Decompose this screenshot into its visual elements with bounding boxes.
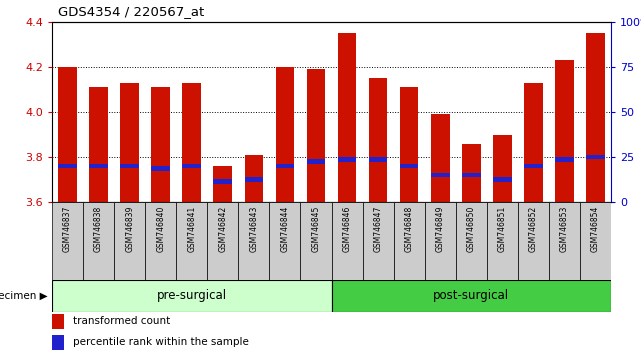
- Text: post-surgical: post-surgical: [433, 290, 510, 303]
- Bar: [151, 166, 170, 171]
- Bar: [431, 114, 449, 202]
- Text: GSM746844: GSM746844: [280, 206, 290, 252]
- Bar: [462, 143, 481, 202]
- Bar: [524, 164, 543, 169]
- Bar: [394, 202, 425, 280]
- Bar: [363, 202, 394, 280]
- Text: pre-surgical: pre-surgical: [156, 290, 227, 303]
- Bar: [245, 177, 263, 182]
- Bar: [89, 87, 108, 202]
- Bar: [338, 33, 356, 202]
- Bar: [183, 83, 201, 202]
- Bar: [549, 202, 580, 280]
- Text: GSM746848: GSM746848: [404, 206, 413, 252]
- Text: percentile rank within the sample: percentile rank within the sample: [72, 337, 249, 347]
- Bar: [400, 164, 419, 169]
- Bar: [114, 202, 145, 280]
- Text: GSM746842: GSM746842: [219, 206, 228, 252]
- Bar: [369, 78, 387, 202]
- Bar: [176, 202, 207, 280]
- Bar: [213, 179, 232, 184]
- Bar: [269, 202, 301, 280]
- Bar: [52, 280, 331, 312]
- Bar: [306, 69, 325, 202]
- Bar: [586, 155, 605, 159]
- Text: GSM746850: GSM746850: [467, 206, 476, 252]
- Text: GSM746840: GSM746840: [156, 206, 165, 252]
- Bar: [183, 164, 201, 169]
- Bar: [580, 202, 611, 280]
- Text: GDS4354 / 220567_at: GDS4354 / 220567_at: [58, 5, 204, 18]
- Text: GSM746837: GSM746837: [63, 206, 72, 252]
- Bar: [89, 164, 108, 169]
- Bar: [151, 87, 170, 202]
- Bar: [58, 164, 77, 169]
- Bar: [83, 202, 114, 280]
- Bar: [301, 202, 331, 280]
- Bar: [52, 314, 64, 329]
- Text: transformed count: transformed count: [72, 316, 170, 326]
- Bar: [331, 280, 611, 312]
- Bar: [331, 202, 363, 280]
- Bar: [58, 67, 77, 202]
- Text: GSM746843: GSM746843: [249, 206, 258, 252]
- Text: GSM746851: GSM746851: [498, 206, 507, 252]
- Bar: [52, 335, 64, 350]
- Bar: [338, 157, 356, 162]
- Text: GSM746846: GSM746846: [342, 206, 351, 252]
- Text: specimen ▶: specimen ▶: [0, 291, 48, 301]
- Bar: [493, 135, 512, 202]
- Bar: [555, 157, 574, 162]
- Bar: [52, 202, 83, 280]
- Bar: [487, 202, 518, 280]
- Bar: [207, 202, 238, 280]
- Bar: [213, 166, 232, 202]
- Bar: [245, 155, 263, 202]
- Bar: [518, 202, 549, 280]
- Bar: [145, 202, 176, 280]
- Bar: [121, 83, 139, 202]
- Text: GSM746838: GSM746838: [94, 206, 103, 252]
- Text: GSM746847: GSM746847: [374, 206, 383, 252]
- Bar: [431, 172, 449, 177]
- Text: GSM746839: GSM746839: [125, 206, 134, 252]
- Bar: [524, 83, 543, 202]
- Bar: [456, 202, 487, 280]
- Bar: [276, 164, 294, 169]
- Text: GSM746854: GSM746854: [591, 206, 600, 252]
- Bar: [369, 157, 387, 162]
- Bar: [462, 172, 481, 177]
- Bar: [121, 164, 139, 169]
- Bar: [555, 60, 574, 202]
- Text: GSM746849: GSM746849: [436, 206, 445, 252]
- Bar: [425, 202, 456, 280]
- Text: GSM746841: GSM746841: [187, 206, 196, 252]
- Text: GSM746853: GSM746853: [560, 206, 569, 252]
- Bar: [400, 87, 419, 202]
- Bar: [586, 33, 605, 202]
- Bar: [493, 177, 512, 182]
- Bar: [276, 67, 294, 202]
- Text: GSM746852: GSM746852: [529, 206, 538, 252]
- Text: GSM746845: GSM746845: [312, 206, 320, 252]
- Bar: [238, 202, 269, 280]
- Bar: [306, 159, 325, 164]
